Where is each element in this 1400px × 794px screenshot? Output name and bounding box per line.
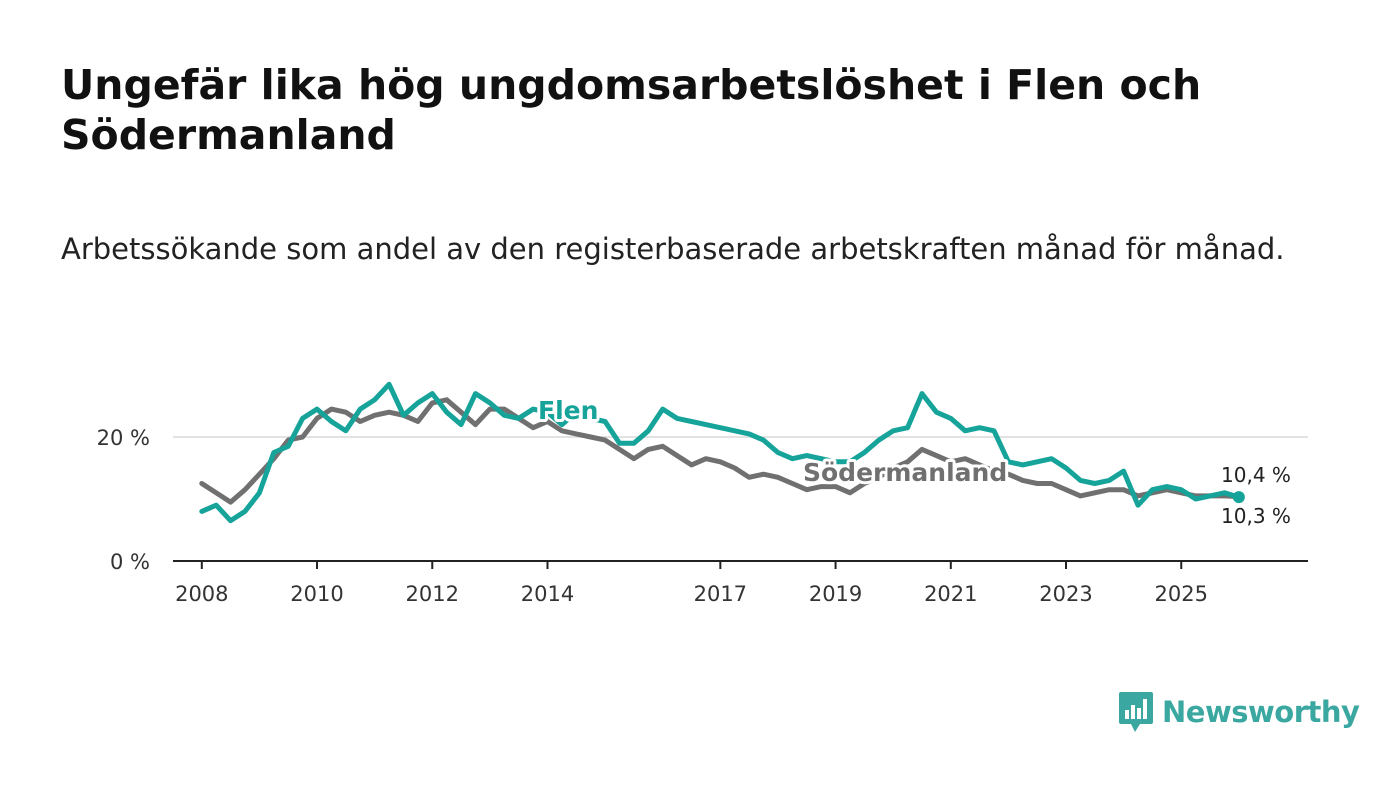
x-tick-label: 2014 (521, 582, 574, 606)
chart-title: Ungefär lika hög ungdomsarbetslöshet i F… (61, 61, 1202, 159)
series-line-flen (199, 381, 1242, 524)
y-tick-label: 0 % (110, 550, 150, 574)
newsworthy-logo: Newsworthy (1118, 690, 1360, 734)
label-layer: Flen Södermanland 10,4 % 10,3 % (535, 393, 1293, 531)
x-tick-label: 2019 (809, 582, 862, 606)
brand-name: Newsworthy (1162, 695, 1360, 729)
x-tick-label: 2021 (924, 582, 977, 606)
x-tick-label: 2010 (290, 582, 343, 606)
end-label-flen: 10,3 % (1221, 504, 1291, 528)
y-tick-label: 20 % (97, 426, 150, 450)
x-tick-label: 2008 (175, 582, 228, 606)
x-tick-label: 2025 (1155, 582, 1208, 606)
end-point-flen (1232, 491, 1245, 504)
series-line-s-dermanland (199, 397, 1242, 505)
series-label-flen: Flen (538, 396, 598, 425)
x-tick-label: 2012 (406, 582, 459, 606)
series-label-sodermanland: Södermanland (803, 458, 1007, 487)
series-layer (199, 381, 1245, 524)
newsworthy-logo-icon (1119, 692, 1153, 732)
x-tick-label: 2017 (694, 582, 747, 606)
x-tick-label: 2023 (1039, 582, 1092, 606)
axis-layer: 0 % 20 % 2008 2010 2012 2014 2017 2019 2021 2023 2… (97, 426, 1308, 606)
end-label-sodermanland: 10,4 % (1221, 463, 1291, 487)
chart-subtitle: Arbetssökande som andel av den registerb… (61, 232, 1285, 266)
